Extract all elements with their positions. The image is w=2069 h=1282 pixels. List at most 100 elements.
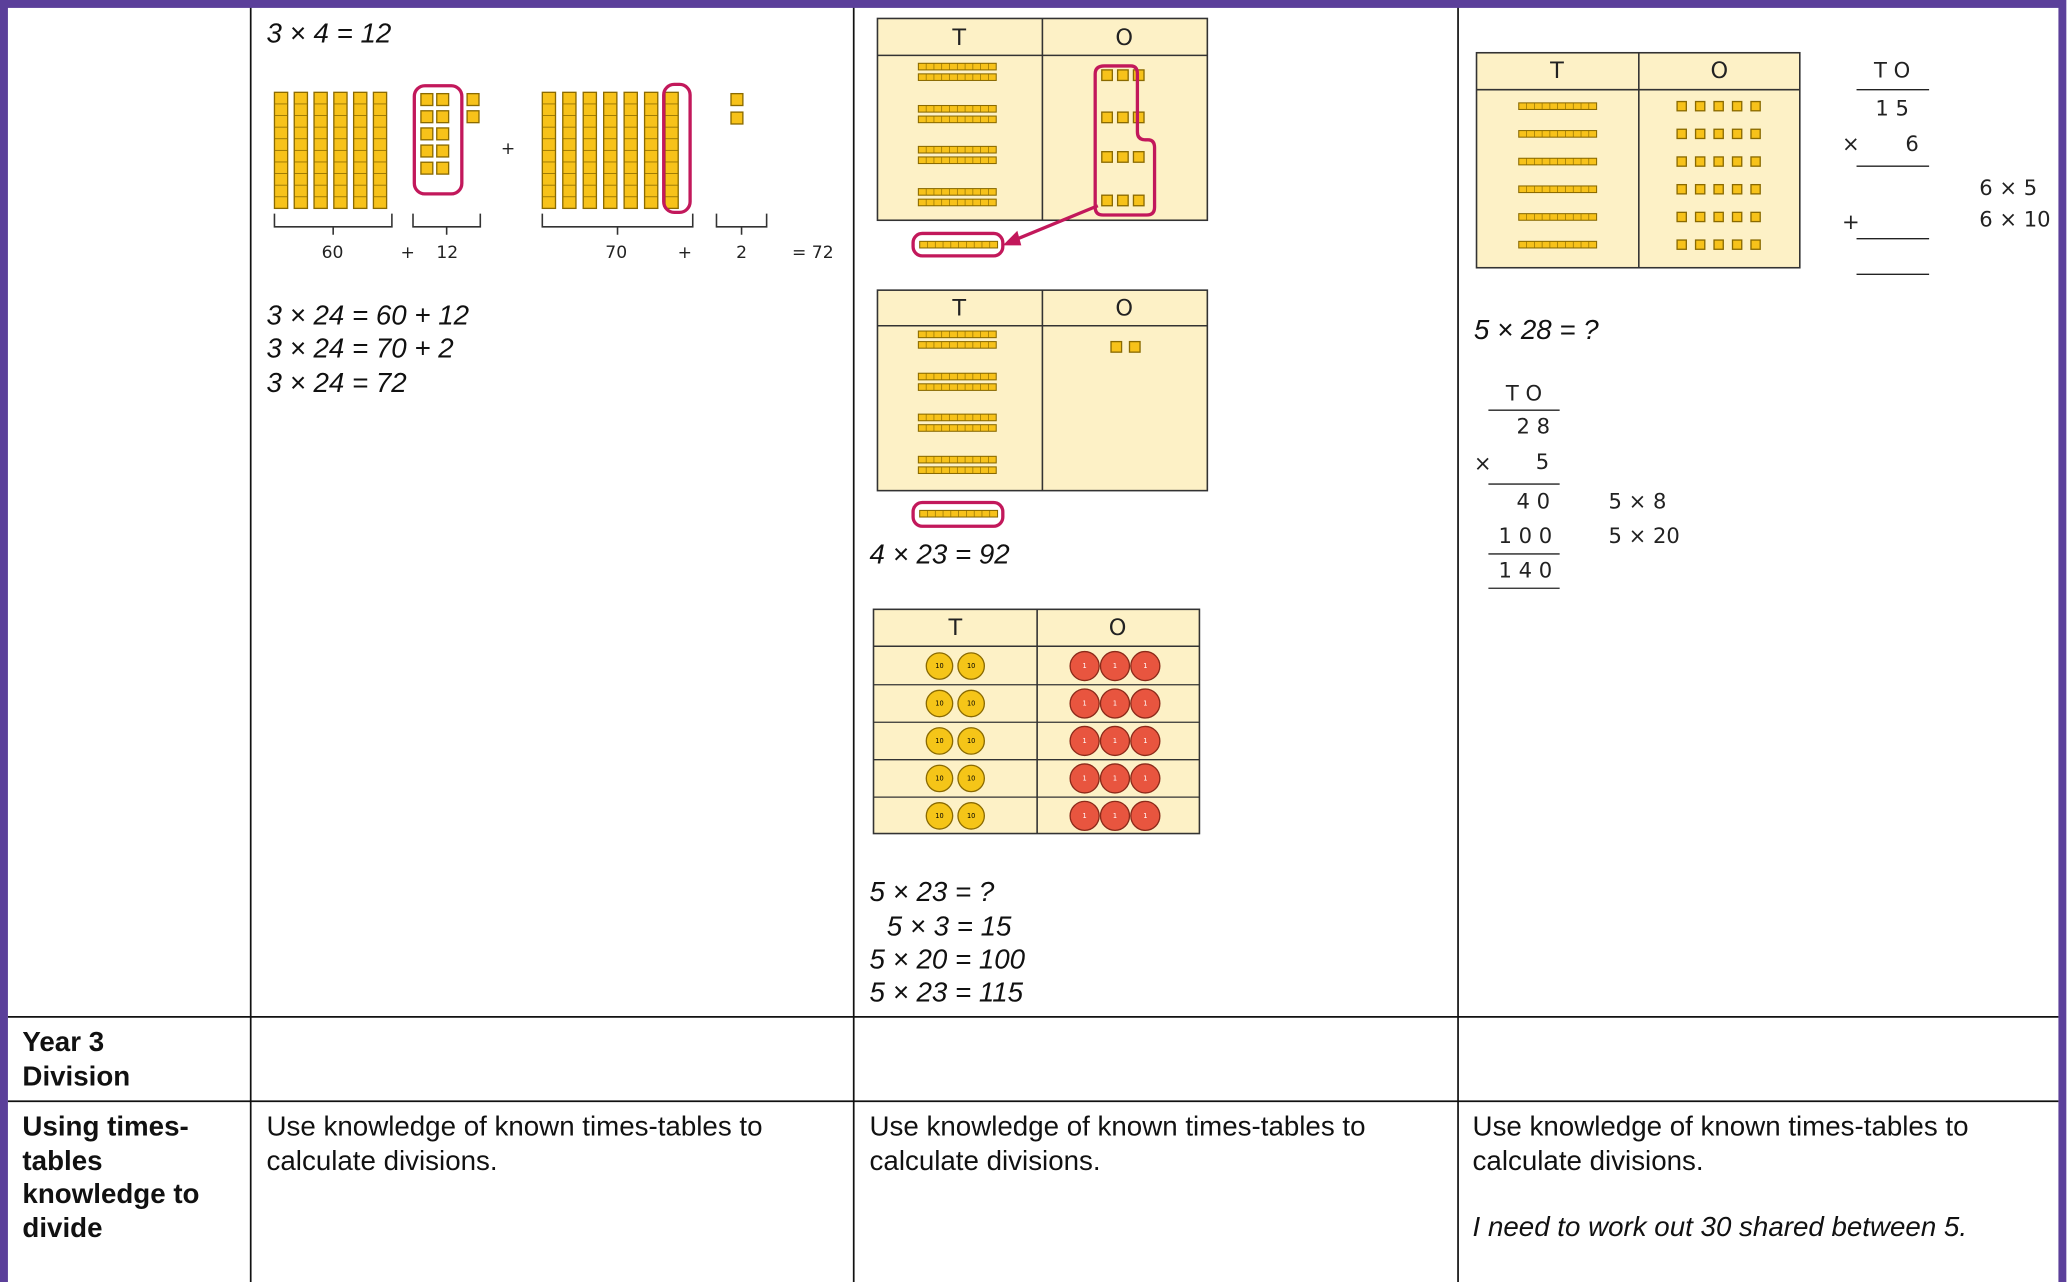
one-counter — [1130, 688, 1161, 719]
counter-label: 1 — [1083, 700, 1087, 708]
unit-cube — [1676, 100, 1687, 112]
one-counter — [1099, 725, 1131, 757]
equation: 5 × 20 = 100 — [870, 943, 1026, 974]
unit-cube — [1694, 156, 1706, 167]
ten-counter — [957, 689, 986, 718]
counter-label: 10 — [935, 812, 943, 820]
unit-cube — [1750, 156, 1761, 167]
unit-cube — [1101, 69, 1113, 82]
unit-cube — [1101, 151, 1113, 163]
one-counter — [1130, 800, 1161, 832]
method-row: 6 — [1905, 131, 1918, 156]
column-header: T — [947, 615, 962, 641]
unit-cube — [1713, 156, 1724, 167]
bracket — [541, 213, 694, 235]
unit-cube — [466, 110, 480, 124]
equation: 5 × 28 = ? — [1474, 314, 1599, 345]
cell-text: Use knowledge of known times-tables to c… — [266, 1111, 763, 1176]
unit-cube — [466, 92, 480, 107]
method-header: T O — [1505, 381, 1542, 406]
highlight-ring — [662, 82, 692, 214]
unit-cube — [420, 92, 434, 107]
unit-cube — [1713, 128, 1724, 140]
cell-text: Use knowledge of known times-tables to c… — [869, 1111, 1366, 1176]
counter-label: 10 — [967, 737, 975, 745]
equation: 5 × 23 = ? — [870, 876, 995, 907]
equation: 3 × 4 = 12 — [267, 17, 392, 48]
column-header: O — [1115, 296, 1133, 322]
counter-label: 10 — [967, 662, 975, 670]
bracket — [412, 213, 482, 235]
ten-counter — [957, 764, 986, 793]
unit-cube — [1116, 194, 1129, 207]
label: 12 — [436, 243, 458, 263]
unit-cube — [1750, 183, 1761, 195]
label: 70 — [605, 243, 627, 263]
unit-cube — [420, 127, 434, 141]
ten-counter — [957, 727, 986, 755]
one-counter — [1099, 763, 1131, 794]
method-lines — [1488, 89, 1930, 589]
counter-label: 1 — [1143, 662, 1147, 670]
counter-label: 1 — [1113, 774, 1117, 782]
label: + — [678, 243, 692, 263]
plus-sign: + — [501, 139, 515, 159]
one-counter — [1099, 688, 1131, 719]
unit-cube — [1676, 211, 1687, 223]
counter-label: 10 — [935, 662, 943, 670]
method-symbol: × — [1474, 450, 1492, 475]
one-counter — [1069, 800, 1100, 832]
column-header: T — [1549, 58, 1564, 84]
unit-cube — [436, 127, 450, 141]
unit-cube — [1713, 183, 1724, 195]
one-counter — [1130, 763, 1161, 794]
unit-cube — [1694, 100, 1706, 112]
arrow-head — [1002, 230, 1022, 246]
heading-line: Division — [22, 1061, 131, 1092]
unit-cube — [1750, 100, 1761, 112]
diagrams: 10 10 1 1 1 10 10 1 1 1 10 10 1 1 1 10 10 1 1 1 10 10 1 1 1 — [273, 17, 1801, 835]
counter-label: 1 — [1143, 737, 1147, 745]
counter-label: 1 — [1143, 774, 1147, 782]
unit-cube — [1694, 128, 1706, 140]
unit-cube — [436, 144, 450, 158]
method-header: T O — [1873, 57, 1910, 82]
ten-counter — [925, 689, 954, 718]
unit-cube — [1731, 211, 1743, 223]
ten-counter — [957, 802, 986, 830]
column-header: O — [1109, 615, 1127, 641]
unit-cube — [1694, 211, 1706, 223]
unit-cube — [730, 111, 744, 125]
counter-label: 10 — [967, 812, 975, 820]
unit-cube — [1676, 183, 1687, 195]
one-counter — [1069, 763, 1100, 794]
counter-label: 1 — [1113, 662, 1117, 670]
unit-cube — [420, 144, 434, 158]
unit-cube — [1731, 183, 1743, 195]
unit-cube — [1676, 156, 1687, 167]
one-counter — [1099, 650, 1131, 682]
cell-text: Use knowledge of known times-tables to c… — [1472, 1111, 1969, 1176]
unit-cube — [1128, 340, 1141, 353]
ten-counter — [925, 802, 954, 830]
method-symbol: + — [1842, 209, 1860, 234]
equation: 3 × 24 = 60 + 12 — [267, 300, 469, 331]
label: + — [401, 243, 415, 263]
row-heading: Using times-tables knowledge to divide — [22, 1111, 200, 1244]
unit-cube — [1694, 239, 1706, 250]
counter-label: 1 — [1083, 662, 1087, 670]
counter-label: 10 — [967, 700, 975, 708]
method-row: 1 4 0 — [1498, 557, 1552, 582]
unit-cube — [1731, 156, 1743, 167]
method-row: 5 — [1536, 449, 1549, 474]
column-header: O — [1710, 58, 1728, 84]
method-note: 6 × 5 — [1979, 175, 2037, 200]
one-counter — [1130, 650, 1161, 682]
unit-cube — [1132, 151, 1145, 163]
counter-label: 1 — [1143, 812, 1147, 820]
label: 60 — [322, 243, 344, 263]
unit-cube — [1116, 69, 1129, 82]
bracket — [715, 213, 768, 235]
